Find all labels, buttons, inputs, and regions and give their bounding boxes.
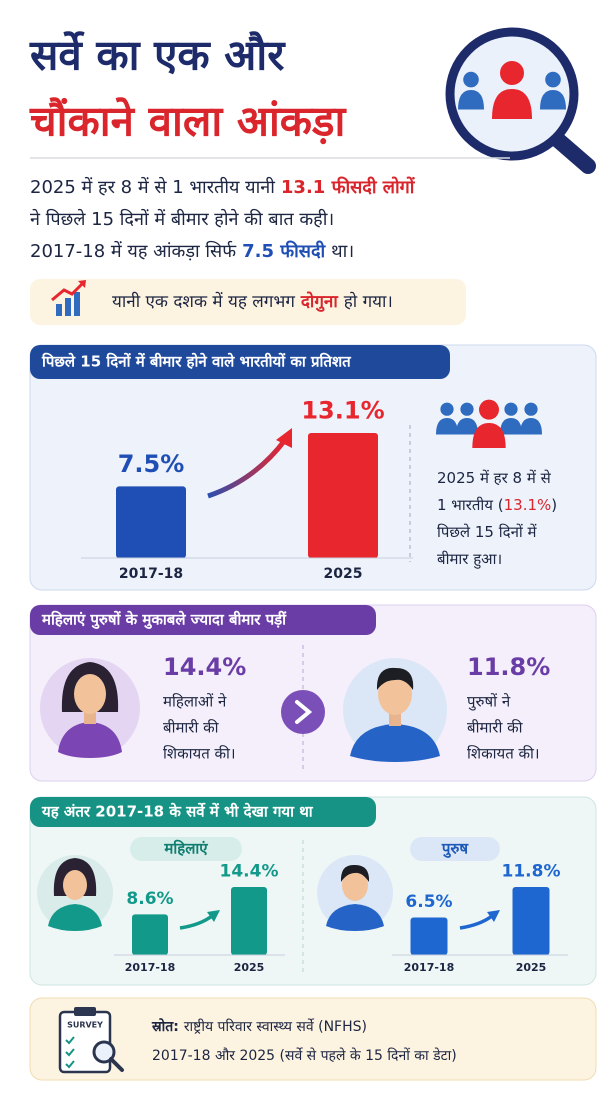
value-label: 7.5%	[118, 450, 185, 478]
value-label: 13.1%	[301, 396, 384, 424]
section-header	[30, 345, 450, 379]
title: सर्वे का एक और	[29, 31, 286, 80]
men-text: शिकायत की।	[467, 745, 540, 763]
survey-icon	[58, 1007, 124, 1074]
value-label: 14.4%	[220, 862, 279, 882]
men-value: 11.8%	[467, 653, 550, 681]
note-line: पिछले 15 दिनों में	[437, 523, 538, 541]
chart-pill	[410, 837, 500, 861]
callout-box	[30, 279, 466, 325]
women-text: बीमारी की	[163, 719, 220, 737]
value-label: 6.5%	[405, 892, 452, 912]
growth-arrow	[179, 914, 214, 930]
value-label: 8.6%	[126, 889, 173, 909]
greater-icon	[295, 700, 313, 724]
x-tick-label: 2017-18	[119, 566, 183, 582]
source-box	[29, 997, 597, 1081]
chart-pill	[130, 837, 242, 861]
chart-title: पुरुष	[441, 840, 469, 859]
section-header	[30, 797, 376, 827]
growth-arrow	[459, 914, 494, 930]
section-title: पिछले 15 दिनों में बीमार होने वाले भारती…	[41, 353, 352, 371]
growth-arrow-head	[207, 910, 220, 922]
section-header	[30, 605, 376, 635]
title: चौंकाने वाला आंकड़ा	[29, 97, 347, 146]
note-line: 2025 में हर 8 में से	[437, 469, 552, 487]
man-avatar	[343, 658, 447, 762]
woman-avatar	[40, 658, 140, 758]
bar	[231, 887, 267, 955]
intro-line: 2025 में हर 8 में से 1 भारतीय यानी 13.1 फ…	[30, 176, 416, 198]
chart-title: महिलाएं	[163, 840, 208, 858]
bar	[116, 486, 186, 558]
source-line: 2017-18 और 2025 (सर्वे से पहले के 15 दिन…	[152, 1047, 457, 1064]
woman-avatar	[37, 855, 113, 931]
x-tick-label: 2025	[234, 961, 265, 974]
women-text: महिलाओं ने	[163, 693, 227, 711]
man-avatar	[317, 855, 393, 931]
growth-arrow-head	[487, 910, 500, 922]
value-label: 11.8%	[502, 862, 561, 882]
bar	[308, 433, 378, 558]
men-text: पुरुषों ने	[467, 693, 511, 712]
x-tick-label: 2025	[324, 566, 363, 582]
section-title: यह अंतर 2017-18 के सर्वे में भी देखा गया…	[41, 803, 314, 821]
men-text: बीमारी की	[467, 719, 524, 737]
magnifier-icon	[445, 27, 596, 174]
survey-icon-label: SURVEY	[67, 1021, 103, 1030]
bar	[512, 887, 550, 955]
callout-text: यानी एक दशक में यह लगभग दोगुना हो गया।	[112, 291, 393, 312]
section-title: महिलाएं पुरुषों के मुकाबले ज्यादा बीमार …	[41, 611, 287, 630]
x-tick-label: 2017-18	[125, 961, 176, 974]
x-tick-label: 2025	[516, 961, 547, 974]
x-tick-label: 2017-18	[404, 961, 455, 974]
intro-line: ने पिछले 15 दिनों में बीमार होने की बात …	[30, 208, 334, 230]
bar	[132, 914, 168, 955]
growth-icon	[51, 280, 86, 316]
growth-arrow-head	[276, 428, 292, 448]
intro-line: 2017-18 में यह आंकड़ा सिर्फ 7.5 फीसदी था।	[30, 240, 354, 262]
note-line: 1 भारतीय (13.1%)	[437, 496, 557, 514]
bar	[410, 917, 448, 955]
growth-arrow	[207, 438, 287, 499]
note-line: बीमार हुआ।	[437, 550, 502, 569]
source-line: स्रोत: राष्ट्रीय परिवार स्वास्थ्य सर्वे (…	[151, 1018, 367, 1035]
women-text: शिकायत की।	[163, 745, 236, 763]
women-value: 14.4%	[163, 653, 246, 681]
greater-icon	[281, 690, 325, 734]
